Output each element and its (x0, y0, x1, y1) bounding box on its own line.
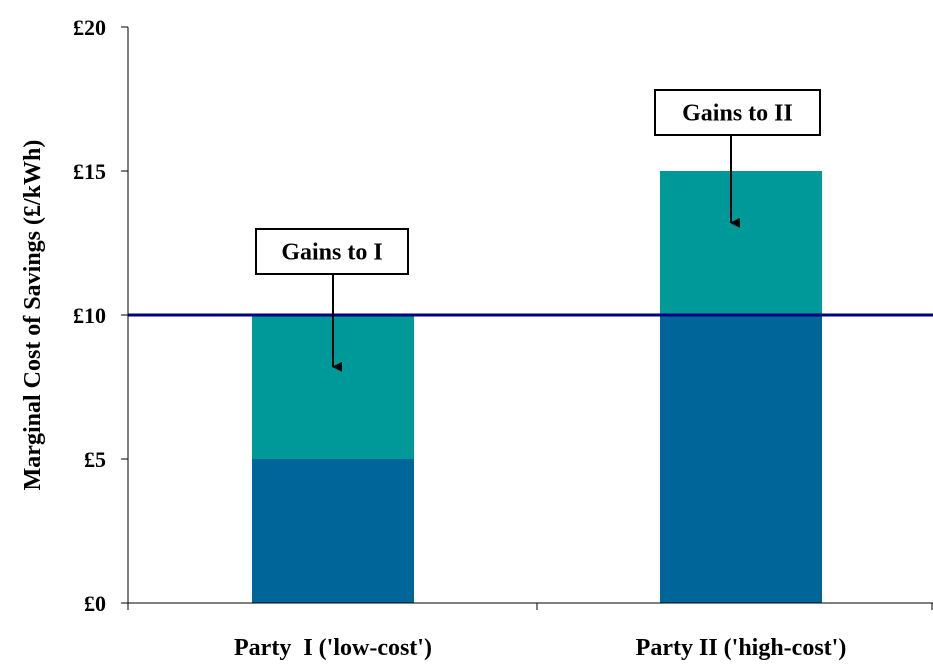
annotation-label: Gains to II (682, 101, 793, 127)
plot-area (252, 171, 822, 603)
y-tick-label: £10 (73, 303, 106, 328)
x-tick-label: Party II ('high-cost') (636, 635, 847, 661)
y-tick-label: £5 (84, 447, 106, 472)
y-tick-label: £0 (84, 591, 106, 616)
bar-segment-1-1 (252, 459, 414, 603)
annotation-box (255, 228, 409, 275)
axes (121, 26, 933, 610)
annotations: Gains to I Gains to II (255, 89, 821, 372)
annotation-label: Gains to I (281, 240, 382, 266)
x-tick-label: Party I ('low-cost') (234, 635, 432, 661)
y-tick-label: £20 (73, 15, 106, 40)
labels: £0 £5 £10 £15 £20 Party I ('low-cost') Party I… (20, 15, 846, 661)
bar-segment-2-2 (660, 171, 822, 315)
y-tick-label: £15 (73, 159, 106, 184)
annotation-box (654, 89, 821, 136)
bar-segment-2-1 (660, 315, 822, 603)
y-axis-title: Marginal Cost of Savings (£/kWh) (20, 140, 46, 491)
